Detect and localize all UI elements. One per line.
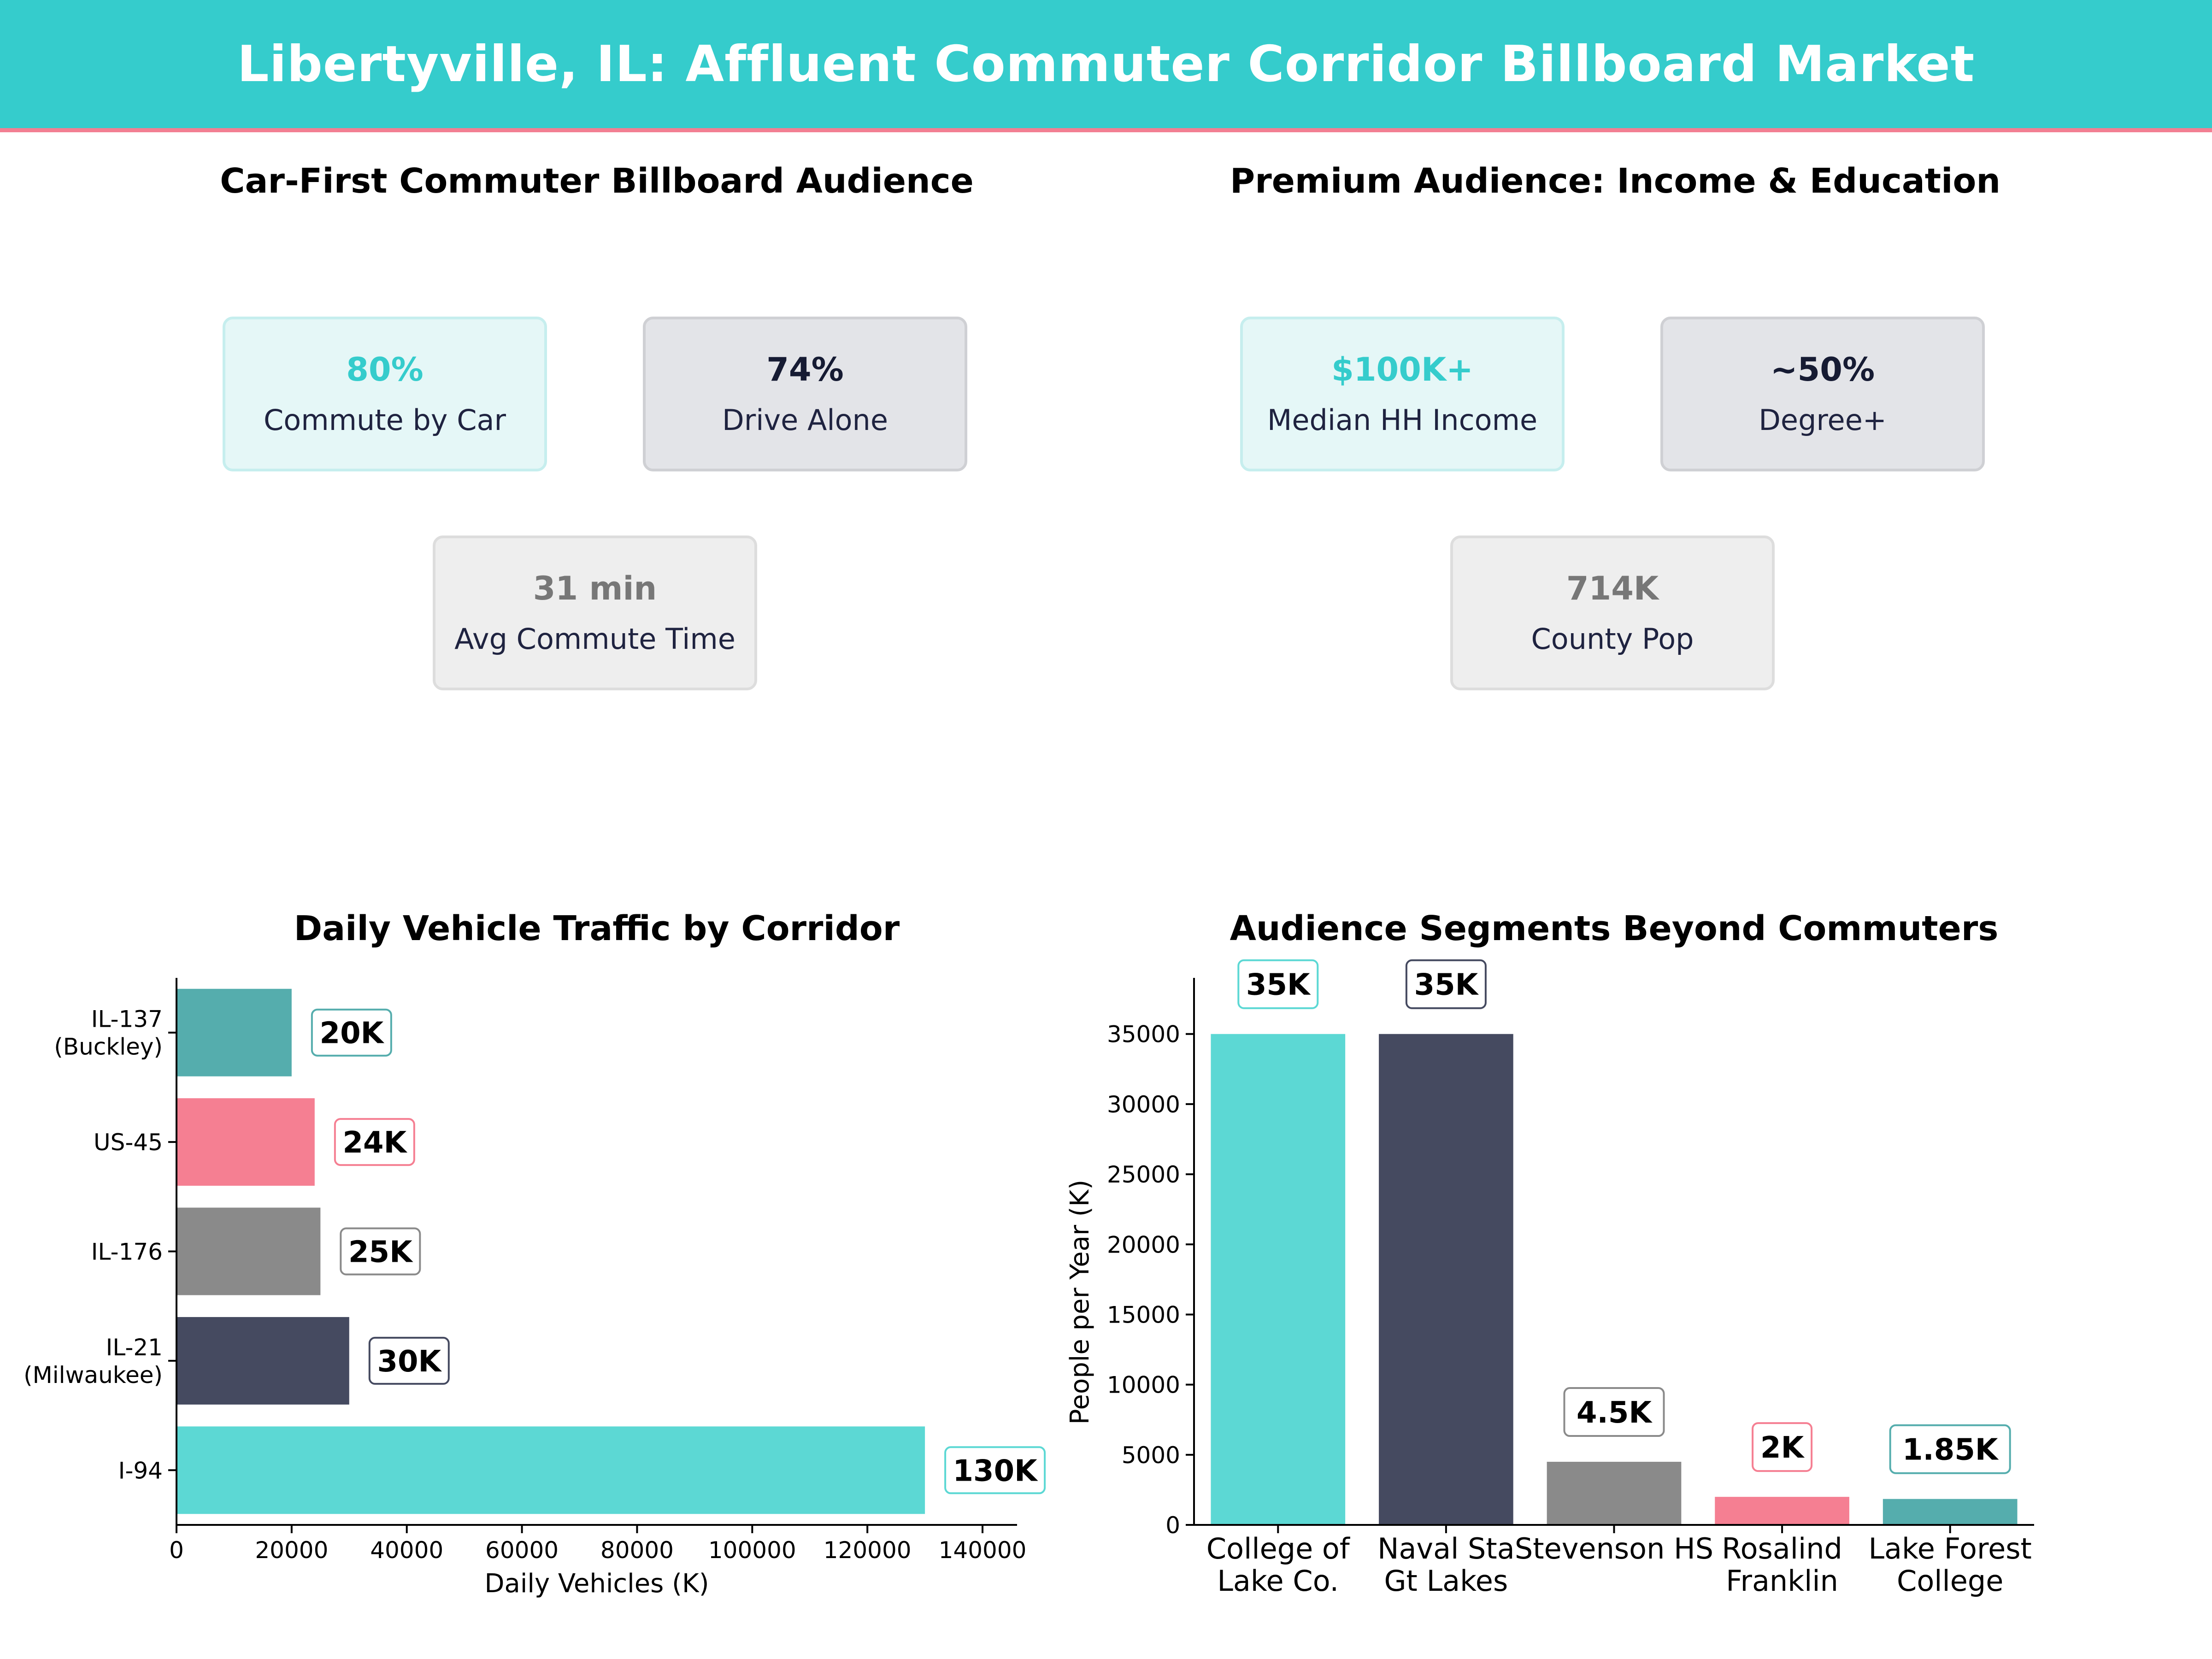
data-label: 1.85K <box>1902 1433 1999 1467</box>
x-tick-label: 40000 <box>370 1537 443 1564</box>
data-label-box <box>334 1118 415 1166</box>
traffic-chart-title: Daily Vehicle Traffic by Corridor <box>294 909 900 948</box>
segments-chart-title: Audience Segments Beyond Commuters <box>1230 909 1999 948</box>
y-tick-label: 15000 <box>1107 1301 1180 1328</box>
kpi-value: 74% <box>766 351 844 388</box>
segments-chart: Audience Segments Beyond Commuters Colleg… <box>1065 909 2034 1598</box>
segment-bar <box>1715 1497 1849 1525</box>
kpi-value: ~50% <box>1770 351 1875 388</box>
kpi-value: 80% <box>346 351 424 388</box>
kpi-card-county-pop: 714K County Pop <box>1450 535 1775 690</box>
kpi-label: County Pop <box>1531 622 1694 656</box>
header-banner: Libertyville, IL: Affluent Commuter Corr… <box>0 0 2212 132</box>
kpi-card-drive-alone: 74% Drive Alone <box>643 317 967 471</box>
kpi-value: $100K+ <box>1331 351 1473 388</box>
data-label-box <box>1405 959 1487 1009</box>
data-label-box <box>1563 1387 1665 1437</box>
data-label: 24K <box>343 1126 408 1160</box>
x-tick-label: Rosalind Franklin <box>1722 1532 1842 1598</box>
data-label: 35K <box>1246 968 1311 1002</box>
x-axis-label: Daily Vehicles (K) <box>484 1569 709 1599</box>
data-label-box <box>1889 1424 2011 1474</box>
y-tick-label: 20000 <box>1107 1231 1180 1258</box>
commuter-panel-title: Car-First Commuter Billboard Audience <box>220 161 974 201</box>
x-tick-label: Naval Sta Gt Lakes <box>1377 1532 1515 1598</box>
x-tick-label: 0 <box>169 1537 184 1564</box>
kpi-card-degree: ~50% Degree+ <box>1660 317 1985 471</box>
y-tick-label: 5000 <box>1122 1442 1180 1469</box>
kpi-value: 714K <box>1566 570 1659 607</box>
segment-bar <box>1211 1034 1346 1525</box>
data-label: 30K <box>377 1345 442 1379</box>
y-tick-label: IL-176 <box>91 1239 163 1265</box>
kpi-label: Commute by Car <box>263 403 506 437</box>
x-tick-label: 80000 <box>600 1537 674 1564</box>
x-tick-label: 140000 <box>939 1537 1027 1564</box>
x-tick-label: College of Lake Co. <box>1206 1532 1351 1598</box>
x-tick-label: Lake Forest College <box>1869 1532 2032 1598</box>
data-label: 130K <box>953 1454 1039 1488</box>
y-tick-label: IL-137 (Buckley) <box>54 1006 163 1060</box>
x-tick-label: 120000 <box>824 1537 912 1564</box>
segment-bar <box>1547 1462 1682 1525</box>
kpi-label: Avg Commute Time <box>454 622 735 656</box>
data-label-box <box>340 1227 421 1276</box>
data-label-box <box>1237 959 1319 1009</box>
data-label: 20K <box>320 1017 385 1051</box>
kpi-label: Degree+ <box>1759 403 1887 437</box>
y-tick-label: 30000 <box>1107 1091 1180 1118</box>
premium-panel-title: Premium Audience: Income & Education <box>1230 161 2001 201</box>
y-tick-label: 25000 <box>1107 1161 1180 1188</box>
kpi-label: Median HH Income <box>1267 403 1538 437</box>
traffic-bar <box>176 1098 315 1186</box>
kpi-value: 31 min <box>533 570 657 607</box>
traffic-bar <box>176 988 292 1077</box>
segment-bar <box>1883 1499 2018 1525</box>
x-tick-label: Stevenson HS <box>1515 1532 1713 1565</box>
x-tick-label: 100000 <box>708 1537 796 1564</box>
data-label: 35K <box>1414 968 1479 1002</box>
data-label-box <box>368 1336 450 1385</box>
data-label-box <box>311 1008 392 1057</box>
y-tick-label: US-45 <box>94 1129 163 1156</box>
y-axis-label: People per Year (K) <box>1065 1180 1095 1424</box>
kpi-card-median-income: $100K+ Median HH Income <box>1240 317 1565 471</box>
traffic-bar <box>176 1317 349 1405</box>
y-tick-label: IL-21 (Milwaukee) <box>24 1334 163 1388</box>
y-tick-label: 0 <box>1165 1512 1180 1539</box>
kpi-card-commute-by-car: 80% Commute by Car <box>223 317 547 471</box>
data-label-box <box>944 1446 1046 1494</box>
traffic-bar <box>176 1207 321 1295</box>
data-label: 25K <box>348 1235 413 1270</box>
traffic-bar <box>176 1426 925 1514</box>
kpi-card-avg-commute-time: 31 min Avg Commute Time <box>433 535 757 690</box>
x-tick-label: 20000 <box>255 1537 328 1564</box>
x-tick-label: 60000 <box>485 1537 559 1564</box>
data-label: 2K <box>1760 1431 1805 1465</box>
page-title: Libertyville, IL: Affluent Commuter Corr… <box>237 35 1975 93</box>
traffic-chart: Daily Vehicle Traffic by Corridor I-94 130… <box>24 909 1046 1599</box>
data-label: 4.5K <box>1577 1396 1653 1430</box>
y-tick-label: I-94 <box>118 1457 163 1484</box>
kpi-label: Drive Alone <box>722 403 888 437</box>
data-label-box <box>1752 1422 1813 1472</box>
y-tick-label: 35000 <box>1107 1021 1180 1048</box>
y-tick-label: 10000 <box>1107 1372 1180 1399</box>
segment-bar <box>1379 1034 1513 1525</box>
